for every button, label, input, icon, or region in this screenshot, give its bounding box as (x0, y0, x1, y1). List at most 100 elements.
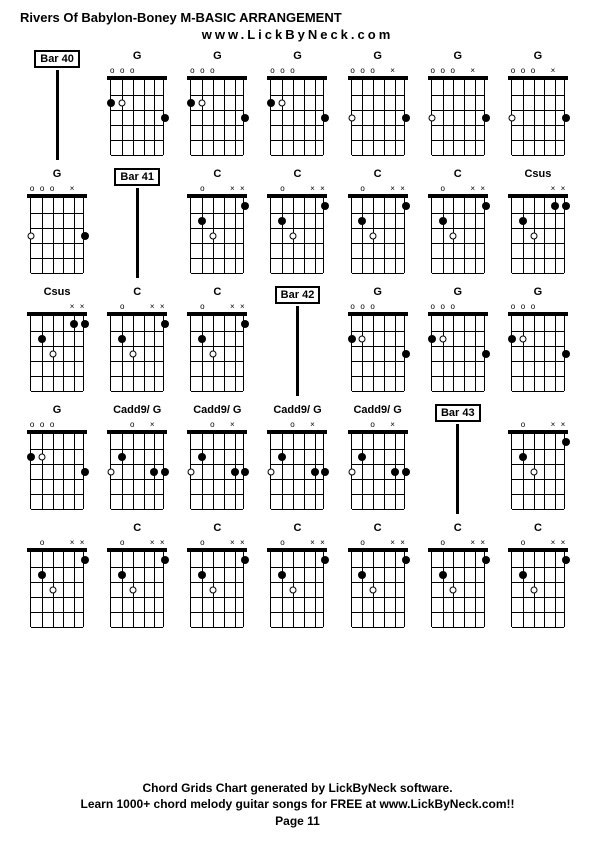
chord-diagram: Gooo (180, 50, 254, 160)
root-dot (450, 232, 457, 239)
nut-markers: ooo (106, 66, 168, 76)
finger-dot (391, 468, 399, 476)
footer: Chord Grids Chart generated by LickByNec… (0, 780, 595, 830)
fretboard (30, 316, 84, 391)
nut-markers: ooo (26, 420, 88, 430)
chord-box: ooo (26, 420, 88, 509)
chord-label: G (293, 50, 302, 64)
finger-dot (241, 320, 249, 328)
finger-dot (187, 99, 195, 107)
finger-dot (562, 350, 570, 358)
nut-markers: o×× (427, 184, 489, 194)
finger-dot (27, 453, 35, 461)
chord-box: o×× (186, 538, 248, 627)
finger-dot (508, 335, 516, 343)
chord-diagram: Gooo× (421, 50, 495, 160)
chord-diagram: Co×× (100, 286, 174, 396)
fretboard (30, 198, 84, 273)
finger-dot (161, 468, 169, 476)
fretboard (431, 552, 485, 627)
bar-line (56, 70, 59, 160)
fretboard (30, 434, 84, 509)
root-dot (209, 586, 216, 593)
chord-label: C (454, 522, 462, 536)
chord-label: Cadd9/ G (353, 404, 401, 418)
chord-label: G (453, 50, 462, 64)
fretboard (270, 198, 324, 273)
chord-diagram: Co×× (100, 522, 174, 627)
chord-label: C (213, 168, 221, 182)
finger-dot (358, 453, 366, 461)
chord-label: G (373, 286, 382, 300)
chord-label: Csus (44, 286, 71, 300)
root-dot (268, 468, 275, 475)
chord-box: ×× (507, 184, 569, 273)
footer-line-1: Chord Grids Chart generated by LickByNec… (0, 780, 595, 797)
fretboard (431, 198, 485, 273)
finger-dot (428, 335, 436, 343)
finger-dot (402, 556, 410, 564)
chord-label: G (534, 286, 543, 300)
root-dot (28, 232, 35, 239)
nut-markers: o×× (347, 538, 409, 548)
chord-diagram: Gooo (341, 286, 415, 396)
root-dot (129, 350, 136, 357)
fretboard (110, 552, 164, 627)
bar-marker: Bar 41 (100, 168, 174, 278)
finger-dot (198, 217, 206, 225)
nut-markers: ooo (427, 302, 489, 312)
nut-markers: ooo× (507, 66, 569, 76)
finger-dot (519, 453, 527, 461)
finger-dot (439, 571, 447, 579)
root-dot (370, 232, 377, 239)
finger-dot (38, 571, 46, 579)
nut-markers: o×× (347, 184, 409, 194)
bar-marker: Bar 40 (20, 50, 94, 160)
fretboard (431, 316, 485, 391)
finger-dot (439, 217, 447, 225)
nut-markers: o× (266, 420, 328, 430)
nut-markers: ooo (266, 66, 328, 76)
chord-label: G (133, 50, 142, 64)
finger-dot (81, 468, 89, 476)
chord-box: ooo× (347, 66, 409, 155)
page-subtitle: www.LickByNeck.com (20, 27, 575, 42)
bar-line (456, 424, 459, 514)
chord-box: o×× (186, 184, 248, 273)
fretboard (351, 552, 405, 627)
chord-label: G (213, 50, 222, 64)
fretboard (190, 316, 244, 391)
chord-diagram: o×× (20, 522, 94, 627)
nut-markers: o× (106, 420, 168, 430)
chord-diagram: Gooo (501, 286, 575, 396)
chord-label: C (294, 522, 302, 536)
nut-markers: o×× (507, 420, 569, 430)
chord-box: o× (106, 420, 168, 509)
fretboard (270, 552, 324, 627)
chord-label: G (53, 404, 62, 418)
chord-label: C (294, 168, 302, 182)
bar-line (296, 306, 299, 396)
root-dot (49, 350, 56, 357)
root-dot (209, 350, 216, 357)
chord-diagram: o×× (501, 404, 575, 514)
chord-box: ×× (26, 302, 88, 391)
chord-grid: Bar 40GoooGoooGoooGooo×Gooo×Gooo×Gooo×Ba… (20, 50, 575, 627)
finger-dot (402, 114, 410, 122)
fretboard (351, 198, 405, 273)
chord-diagram: Gooo (100, 50, 174, 160)
chord-label: C (534, 522, 542, 536)
fretboard (110, 434, 164, 509)
chord-label: Csus (524, 168, 551, 182)
nut-markers: o×× (26, 538, 88, 548)
fretboard (270, 80, 324, 155)
finger-dot (482, 350, 490, 358)
nut-markers: ooo× (347, 66, 409, 76)
finger-dot (231, 468, 239, 476)
chord-box: ooo (507, 302, 569, 391)
finger-dot (267, 99, 275, 107)
finger-dot (118, 571, 126, 579)
chord-label: Cadd9/ G (113, 404, 161, 418)
finger-dot (321, 202, 329, 210)
finger-dot (118, 335, 126, 343)
